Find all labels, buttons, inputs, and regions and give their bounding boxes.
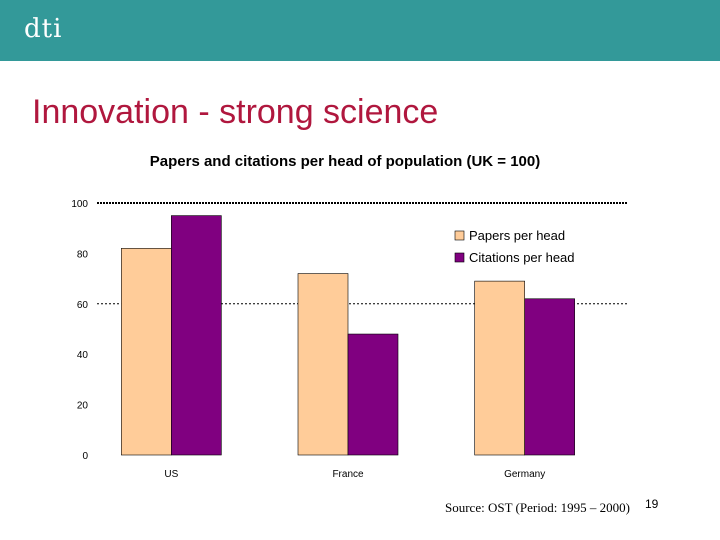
- chart-title: Papers and citations per head of populat…: [150, 153, 540, 170]
- y-tick-label: 60: [77, 300, 89, 311]
- header-bar: dti: [0, 0, 720, 61]
- y-tick-label: 0: [82, 451, 88, 462]
- slide-number: 19: [645, 497, 659, 511]
- source-note: Source: OST (Period: 1995 – 2000): [445, 500, 630, 515]
- x-tick-label: US: [164, 469, 178, 480]
- bar-papers: [297, 273, 349, 456]
- y-tick-label: 20: [77, 401, 89, 412]
- y-tick-label: 40: [77, 350, 89, 361]
- bar-citations: [171, 215, 222, 456]
- bar-citations: [524, 298, 575, 456]
- legend-label: Citations per head: [469, 250, 575, 265]
- y-tick-label: 100: [71, 199, 88, 210]
- legend-label: Papers per head: [469, 228, 565, 243]
- bar-papers: [121, 248, 172, 456]
- y-tick-label: 80: [77, 249, 89, 260]
- x-tick-label: Germany: [504, 469, 545, 480]
- bar-chart: Papers and citations per head of populat…: [71, 153, 627, 480]
- x-tick-label: France: [332, 469, 364, 480]
- legend-swatch: [454, 252, 465, 263]
- dti-logo: dti: [24, 14, 63, 44]
- bar-citations: [347, 333, 399, 456]
- bar-papers: [474, 280, 525, 456]
- legend-swatch: [454, 230, 465, 241]
- slide-title: Innovation - strong science: [32, 93, 439, 131]
